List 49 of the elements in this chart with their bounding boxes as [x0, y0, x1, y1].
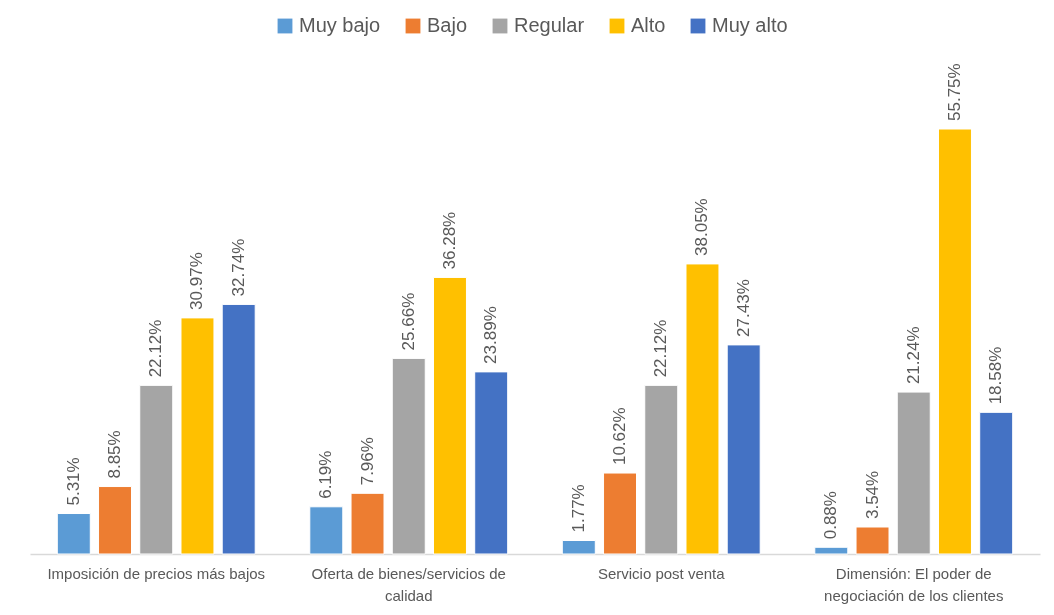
- bar: [979, 411, 1014, 555]
- data-label: 7.96%: [357, 437, 377, 486]
- bar: [896, 391, 931, 555]
- data-label: 6.19%: [316, 450, 336, 499]
- data-label: 10.62%: [610, 407, 630, 466]
- data-label: 23.89%: [481, 306, 501, 364]
- bar: [814, 546, 849, 555]
- x-tick-label: Servicio post venta: [597, 564, 726, 582]
- data-label: 5.31%: [63, 457, 83, 506]
- bar: [391, 357, 426, 555]
- legend-label: Bajo: [427, 14, 468, 36]
- data-label: 27.43%: [733, 279, 753, 337]
- data-label: 25.66%: [398, 292, 418, 351]
- x-tick-label: Oferta de bienes/servicios de calidad: [311, 564, 506, 604]
- data-label: 3.54%: [862, 470, 882, 520]
- bar: [309, 506, 344, 555]
- bar: [603, 472, 638, 555]
- data-label: 30.97%: [187, 252, 207, 310]
- bar: [98, 486, 133, 555]
- bar: [855, 526, 890, 555]
- data-label: 8.85%: [105, 430, 125, 479]
- bar: [139, 384, 174, 555]
- bar: [644, 384, 679, 555]
- data-label: 32.74%: [228, 238, 248, 297]
- data-label: 38.05%: [692, 198, 712, 256]
- data-label: 55.75%: [944, 63, 964, 121]
- x-tick-label: Dimensión: El poder de negociación de los clientes: [824, 564, 1004, 604]
- legend-label: Muy bajo: [299, 14, 381, 36]
- data-label: 18.58%: [986, 346, 1006, 405]
- bar: [432, 276, 467, 555]
- data-label: 36.28%: [439, 211, 459, 270]
- legend-label: Muy alto: [712, 14, 788, 36]
- data-label: 0.88%: [821, 491, 841, 540]
- bar: [350, 492, 385, 555]
- data-label: 1.77%: [568, 484, 588, 533]
- legend-label: Regular: [514, 14, 585, 36]
- bar: [937, 128, 972, 555]
- bar: [56, 513, 91, 555]
- data-label: 21.24%: [903, 326, 923, 385]
- data-label: 22.12%: [651, 319, 671, 378]
- bar: [726, 344, 761, 555]
- bar: [474, 371, 509, 555]
- bar: [685, 263, 720, 555]
- x-tick-label: Imposición de precios más bajos: [47, 564, 266, 582]
- bar: [221, 303, 256, 555]
- data-label: 22.12%: [146, 319, 166, 378]
- bar: [561, 540, 596, 555]
- legend-label: Alto: [631, 14, 666, 36]
- bar: [180, 317, 215, 555]
